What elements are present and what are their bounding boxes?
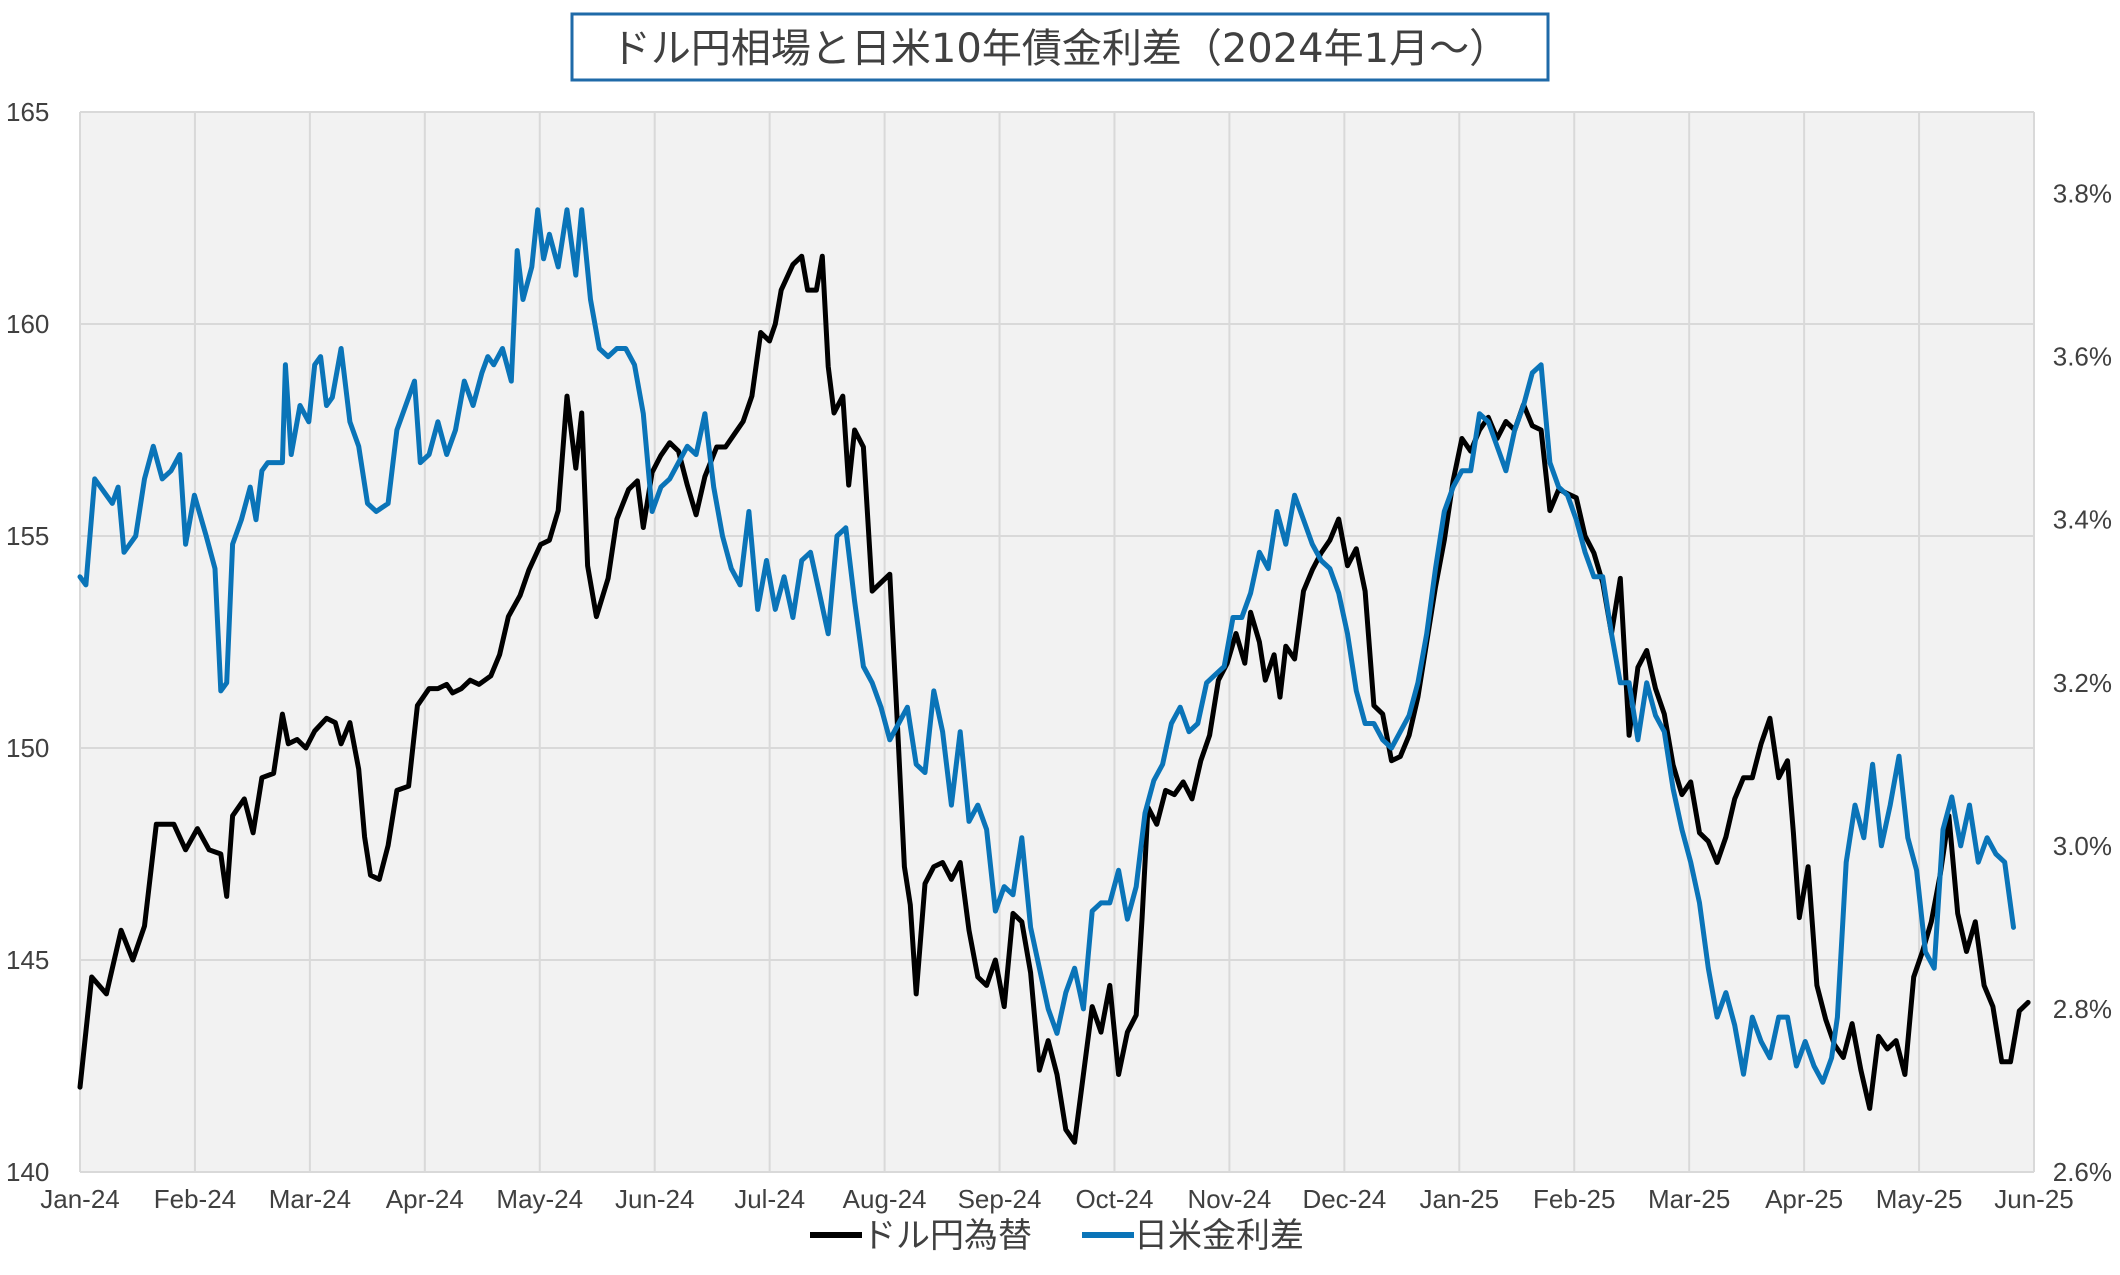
x-tick-label: Feb-24: [154, 1184, 236, 1214]
left-tick-label: 155: [6, 521, 49, 551]
x-tick-label: Jan-25: [1420, 1184, 1500, 1214]
x-tick-label: Oct-24: [1075, 1184, 1153, 1214]
legend-label-rate-diff: 日米金利差: [1134, 1216, 1304, 1256]
series-line-usdjpy: [77, 253, 2031, 1145]
x-tick-label: Apr-24: [386, 1184, 464, 1214]
x-tick-label: Mar-24: [269, 1184, 351, 1214]
left-tick-label: 160: [6, 309, 49, 339]
x-tick-label: Dec-24: [1302, 1184, 1386, 1214]
x-tick-label: Jan-24: [40, 1184, 120, 1214]
series-lines: [77, 207, 2031, 1145]
legend: ドル円為替 日米金利差: [810, 1216, 1304, 1256]
x-tick-label: Feb-25: [1533, 1184, 1615, 1214]
right-tick-label: 2.6%: [2053, 1157, 2112, 1187]
right-tick-label: 3.6%: [2053, 342, 2112, 372]
chart-title: ドル円相場と日米10年債金利差（2024年1月～）: [611, 26, 1509, 72]
x-tick-label: Sep-24: [958, 1184, 1042, 1214]
vertical-gridlines: [79, 112, 2035, 1172]
x-tick-label: Nov-24: [1187, 1184, 1271, 1214]
right-axis-tick-labels: 2.6% 2.8% 3.0% 3.2% 3.4% 3.6% 3.8%: [2053, 179, 2112, 1187]
left-tick-label: 145: [6, 945, 49, 975]
right-tick-label: 3.0%: [2053, 831, 2112, 861]
left-tick-label: 165: [6, 97, 49, 127]
x-tick-label: Apr-25: [1765, 1184, 1843, 1214]
legend-label-usdjpy: ドル円為替: [862, 1216, 1032, 1256]
chart-title-box: [570, 12, 1550, 82]
right-tick-label: 2.8%: [2053, 994, 2112, 1024]
left-tick-label: 140: [6, 1157, 49, 1187]
left-tick-label: 150: [6, 733, 49, 763]
x-tick-label: May-25: [1876, 1184, 1963, 1214]
horizontal-gridlines: [80, 111, 2034, 1173]
x-tick-label: Jun-24: [615, 1184, 695, 1214]
left-axis-tick-labels: 140 145 150 155 160 165: [6, 97, 49, 1187]
x-tick-label: Mar-25: [1648, 1184, 1730, 1214]
x-tick-label: Jun-25: [1994, 1184, 2074, 1214]
series-line-rate-diff: [77, 207, 2016, 1085]
x-tick-label: Jul-24: [734, 1184, 805, 1214]
plot-area: [80, 112, 2034, 1172]
x-tick-label: Aug-24: [843, 1184, 927, 1214]
right-tick-label: 3.4%: [2053, 505, 2112, 535]
x-axis-tick-labels: Jan-24 Feb-24 Mar-24 Apr-24 May-24 Jun-24 Jul-…: [40, 1184, 2074, 1214]
right-tick-label: 3.2%: [2053, 668, 2112, 698]
right-tick-label: 3.8%: [2053, 179, 2112, 209]
x-tick-label: May-24: [496, 1184, 583, 1214]
